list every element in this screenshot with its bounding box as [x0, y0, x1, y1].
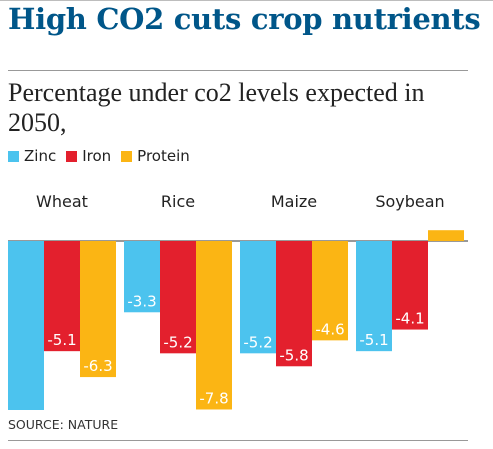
bar-soybean-protein — [428, 230, 464, 241]
value-label-soybean-zinc: -5.1 — [359, 331, 388, 349]
value-label-soybean-protein: 0.5 — [434, 212, 458, 230]
legend-label-iron: Iron — [82, 147, 112, 165]
value-label-maize-iron: -5.8 — [279, 346, 308, 364]
legend-swatch-zinc — [8, 150, 19, 162]
legend-label-protein: Protein — [137, 147, 190, 165]
chart-title: High CO2 cuts crop nutrients — [8, 2, 481, 36]
bar-soybean-zinc — [356, 241, 392, 352]
legend: Zinc Iron Protein — [8, 147, 200, 165]
source-note: SOURCE: NATURE — [8, 417, 119, 432]
value-label-maize-zinc: -5.2 — [243, 333, 272, 351]
value-label-wheat-protein: -6.3 — [83, 357, 112, 375]
category-label-wheat: Wheat — [36, 192, 88, 211]
bar-rice-zinc — [124, 241, 160, 313]
bar-maize-iron — [276, 241, 312, 367]
legend-item-iron: Iron — [66, 147, 111, 165]
value-label-soybean-iron: -4.1 — [395, 310, 424, 328]
value-label-maize-protein: -4.6 — [315, 320, 344, 338]
value-label-wheat-iron: -5.1 — [47, 331, 76, 349]
value-label-rice-protein: -7.8 — [199, 389, 228, 407]
bar-wheat-zinc — [8, 241, 44, 410]
category-label-maize: Maize — [271, 192, 317, 211]
title-divider — [8, 70, 468, 71]
value-label-rice-iron: -5.2 — [163, 333, 192, 351]
bar-soybean-iron — [392, 241, 428, 330]
legend-item-protein: Protein — [121, 147, 190, 165]
bar-chart: Wheat-9.3-5.1-6.3Rice-3.3-5.2-7.8Maize-5… — [8, 192, 468, 410]
bar-maize-protein — [312, 241, 348, 341]
legend-swatch-protein — [121, 150, 133, 162]
bar-maize-zinc — [240, 241, 276, 354]
legend-label-zinc: Zinc — [24, 147, 57, 165]
legend-item-zinc: Zinc — [8, 147, 56, 165]
category-label-rice: Rice — [161, 192, 195, 211]
bar-rice-protein — [196, 241, 232, 410]
legend-swatch-iron — [66, 150, 78, 162]
bar-wheat-iron — [44, 241, 80, 352]
category-label-soybean: Soybean — [375, 192, 444, 211]
bar-wheat-protein — [80, 241, 116, 378]
top-rule — [0, 0, 493, 1]
bottom-rule — [8, 440, 468, 441]
chart-subtitle: Percentage under co2 levels expected in … — [8, 78, 425, 137]
bar-rice-iron — [160, 241, 196, 354]
value-label-rice-zinc: -3.3 — [127, 292, 156, 310]
